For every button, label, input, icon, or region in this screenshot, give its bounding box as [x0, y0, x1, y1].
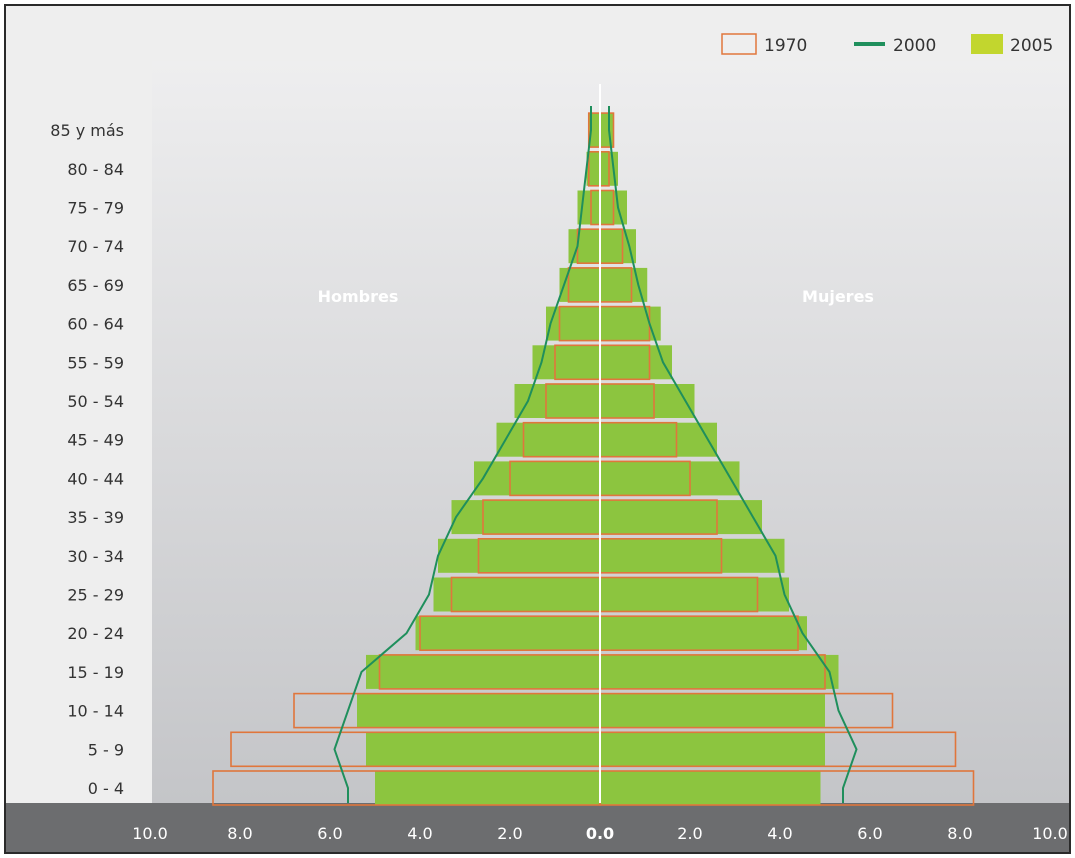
bar-2005-men-7 [451, 500, 600, 535]
bar-2005-men-2 [357, 693, 600, 728]
bar-2005-men-4 [415, 616, 600, 651]
legend-swatch-2005 [971, 34, 1003, 54]
bar-2005-women-0 [600, 771, 821, 805]
age-group-label: 25 - 29 [67, 586, 124, 605]
age-group-label: 5 - 9 [88, 740, 124, 759]
x-axis-tick-labels: 10.0 8.0 6.0 4.0 2.0 0.0 2.0 4.0 6.0 8.0 10.0 [132, 824, 1068, 843]
age-group-label: 40 - 44 [67, 469, 124, 488]
bar-2005-women-7 [600, 500, 762, 535]
x-axis-bar [6, 803, 1069, 852]
x-tick-label: 10.0 [1032, 824, 1068, 843]
age-group-labels: 0 - 4 5 - 9 10 - 14 15 - 19 20 - 24 25 - 29 30… [50, 121, 124, 798]
series-2005-bars [357, 113, 839, 805]
women-side-label: Mujeres [802, 287, 874, 306]
bar-2005-women-5 [600, 577, 789, 612]
population-pyramid-chart: 1970 2000 2005 Hombres Mujeres 0 - 4 5 - … [4, 4, 1071, 854]
bar-2005-women-13 [600, 267, 648, 302]
bar-2005-women-14 [600, 229, 636, 264]
x-tick-label: 6.0 [857, 824, 882, 843]
bar-2005-men-11 [532, 345, 600, 380]
age-group-label: 10 - 14 [67, 702, 124, 721]
legend: 1970 2000 2005 [721, 33, 1053, 56]
x-tick-label: 0.0 [586, 824, 614, 843]
x-tick-label: 4.0 [767, 824, 792, 843]
age-group-label: 55 - 59 [67, 353, 124, 372]
age-group-label: 15 - 19 [67, 663, 124, 682]
age-group-label: 50 - 54 [67, 392, 124, 411]
bar-2005-women-10 [600, 384, 695, 418]
bar-2005-women-1 [600, 732, 825, 767]
x-tick-label: 8.0 [227, 824, 252, 843]
bar-2005-women-4 [600, 616, 807, 651]
bar-2005-women-6 [600, 538, 785, 573]
bar-2005-men-3 [366, 654, 600, 689]
bar-2005-women-12 [600, 306, 661, 341]
bar-2005-women-9 [600, 422, 717, 457]
age-group-label: 85 y más [50, 121, 124, 140]
legend-label-2005: 2005 [1010, 36, 1053, 56]
bar-2005-women-17 [600, 113, 614, 148]
bar-2005-men-6 [438, 538, 600, 573]
bar-2005-men-0 [375, 771, 600, 805]
x-tick-label: 2.0 [497, 824, 522, 843]
bar-2005-men-17 [588, 113, 600, 148]
age-group-label: 20 - 24 [67, 624, 124, 643]
men-side-label: Hombres [318, 287, 399, 306]
bar-2005-men-5 [433, 577, 600, 612]
age-group-label: 0 - 4 [88, 779, 124, 798]
bar-2005-men-16 [586, 151, 600, 186]
x-tick-label: 10.0 [132, 824, 168, 843]
legend-swatch-1970 [721, 33, 757, 55]
age-group-label: 45 - 49 [67, 431, 124, 450]
x-tick-label: 4.0 [407, 824, 432, 843]
age-group-label: 65 - 69 [67, 276, 124, 295]
chart-canvas: 1970 2000 2005 Hombres Mujeres 0 - 4 5 - … [6, 6, 1069, 852]
age-group-label: 60 - 64 [67, 315, 124, 334]
age-group-label: 80 - 84 [67, 160, 124, 179]
bar-2005-women-11 [600, 345, 672, 380]
legend-label-2000: 2000 [893, 36, 936, 56]
bar-2005-women-8 [600, 461, 740, 496]
x-tick-label: 8.0 [947, 824, 972, 843]
legend-label-1970: 1970 [764, 36, 807, 56]
age-group-label: 30 - 34 [67, 547, 124, 566]
age-group-label: 75 - 79 [67, 199, 124, 218]
x-tick-label: 6.0 [317, 824, 342, 843]
bar-2005-men-13 [559, 267, 600, 302]
bar-2005-men-8 [474, 461, 600, 496]
bar-2005-men-1 [366, 732, 600, 767]
bar-2005-men-9 [496, 422, 600, 457]
bar-2005-women-3 [600, 654, 839, 689]
age-group-label: 70 - 74 [67, 237, 124, 256]
x-tick-label: 2.0 [677, 824, 702, 843]
line-2000-women [608, 106, 858, 803]
series-2000-line [333, 106, 858, 803]
bar-2005-women-2 [600, 693, 825, 728]
age-group-label: 35 - 39 [67, 508, 124, 527]
line-2000-men [333, 106, 592, 803]
